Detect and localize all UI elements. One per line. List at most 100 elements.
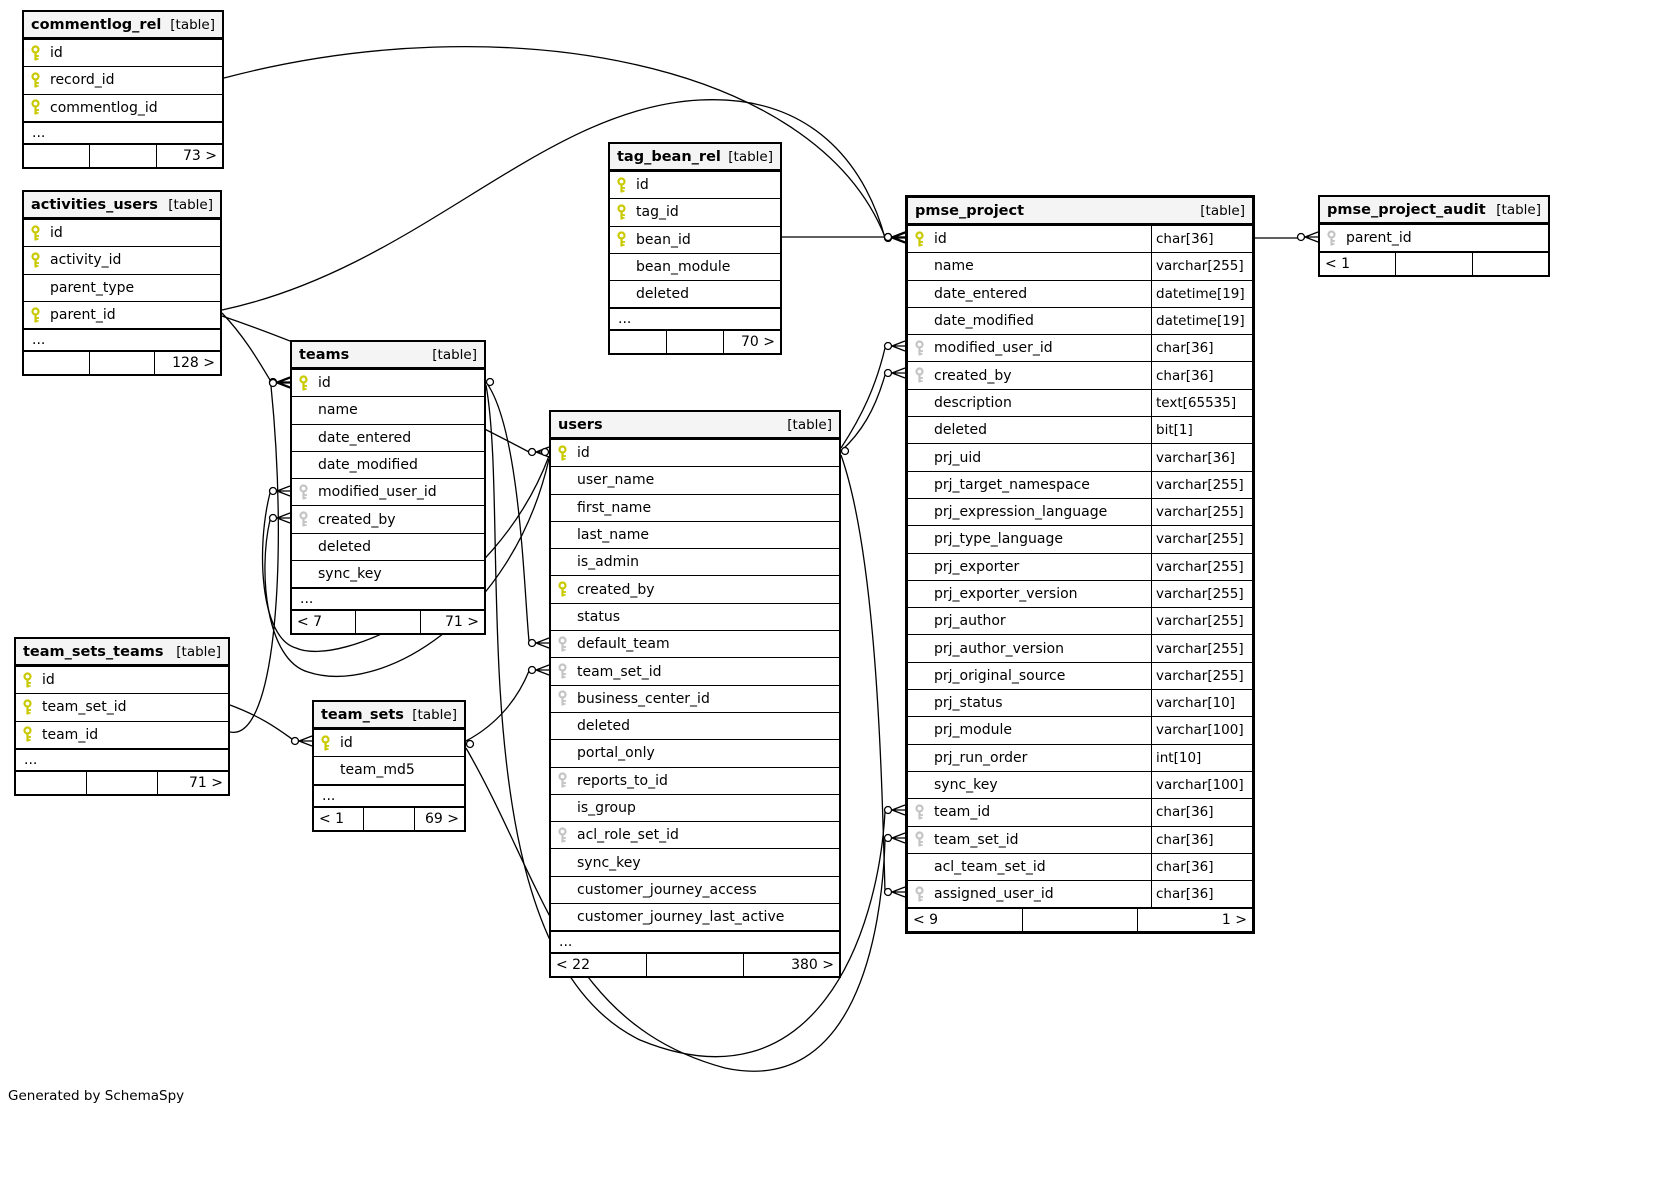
- column-date_modified[interactable]: date_modified: [292, 450, 484, 479]
- column-user_name[interactable]: user_name: [551, 466, 839, 494]
- column-customer_journey_access[interactable]: customer_journey_access: [551, 875, 839, 904]
- column-date_entered[interactable]: date_entered: [292, 423, 484, 451]
- column-reports_to_id[interactable]: reports_to_id: [551, 766, 839, 794]
- column-team_set_id[interactable]: team_set_id char[36]: [908, 825, 1252, 853]
- column-prj_original_source[interactable]: prj_original_source varchar[255]: [908, 661, 1252, 690]
- column-created_by[interactable]: created_by char[36]: [908, 361, 1252, 389]
- table-header[interactable]: commentlog_rel [table]: [24, 12, 222, 39]
- table-header[interactable]: activities_users [table]: [24, 192, 220, 219]
- column-first_name[interactable]: first_name: [551, 493, 839, 521]
- column-prj_uid[interactable]: prj_uid varchar[36]: [908, 443, 1252, 471]
- column-is_admin[interactable]: is_admin: [551, 548, 839, 576]
- column-id[interactable]: id char[36]: [908, 225, 1252, 253]
- table-header[interactable]: team_sets_teams [table]: [16, 639, 228, 666]
- column-id[interactable]: id: [292, 369, 484, 397]
- column-prj_status[interactable]: prj_status varchar[10]: [908, 689, 1252, 717]
- column-team_md5[interactable]: team_md5: [314, 756, 464, 784]
- column-customer_journey_last_active[interactable]: customer_journey_last_active: [551, 903, 839, 931]
- column-modified_user_id[interactable]: modified_user_id: [292, 478, 484, 506]
- table-teams[interactable]: teams [table] id name date_entered date_modif…: [290, 340, 486, 636]
- column-id[interactable]: id: [551, 439, 839, 467]
- column-date_modified[interactable]: date_modified datetime[19]: [908, 306, 1252, 335]
- paging-cell: < 1: [319, 810, 345, 827]
- column-prj_exporter[interactable]: prj_exporter varchar[255]: [908, 552, 1252, 580]
- table-header[interactable]: tag_bean_rel [table]: [610, 144, 780, 171]
- column-status[interactable]: status: [551, 602, 839, 631]
- column-team_set_id[interactable]: team_set_id: [551, 657, 839, 685]
- column-id[interactable]: id: [610, 171, 780, 199]
- column-default_team[interactable]: default_team: [551, 630, 839, 658]
- column-prj_run_order[interactable]: prj_run_order int[10]: [908, 743, 1252, 771]
- paging-cell: [24, 145, 89, 167]
- column-prj_author_version[interactable]: prj_author_version varchar[255]: [908, 634, 1252, 662]
- column-deleted[interactable]: deleted: [292, 532, 484, 561]
- table-activities_users[interactable]: activities_users [table] id activity_id pare…: [22, 190, 222, 377]
- column-activity_id[interactable]: activity_id: [24, 246, 220, 274]
- table-tag: [table]: [787, 416, 832, 433]
- column-deleted[interactable]: deleted: [610, 280, 780, 308]
- column-prj_type_language[interactable]: prj_type_language varchar[255]: [908, 525, 1252, 553]
- column-sync_key[interactable]: sync_key: [551, 848, 839, 876]
- column-name: id: [318, 375, 331, 392]
- table-pmse_project[interactable]: pmse_project [table] id char[36] name varchar…: [905, 195, 1255, 935]
- column-prj_expression_language[interactable]: prj_expression_language varchar[255]: [908, 497, 1252, 526]
- column-prj_author[interactable]: prj_author varchar[255]: [908, 607, 1252, 635]
- column-business_center_id[interactable]: business_center_id: [551, 684, 839, 712]
- column-id[interactable]: id: [314, 729, 464, 757]
- column-deleted[interactable]: deleted: [551, 711, 839, 740]
- column-team_id[interactable]: team_id char[36]: [908, 798, 1252, 826]
- column-name: tag_id: [636, 204, 679, 221]
- table-tag_bean_rel[interactable]: tag_bean_rel [table] id tag_id bean_id bean_m…: [608, 142, 782, 356]
- column-name: id: [50, 225, 63, 242]
- column-sync_key[interactable]: sync_key: [292, 560, 484, 588]
- column-prj_target_namespace[interactable]: prj_target_namespace varchar[255]: [908, 470, 1252, 498]
- column-name: id: [934, 231, 947, 248]
- column-name: team_id: [42, 726, 99, 743]
- column-team_set_id[interactable]: team_set_id: [16, 693, 228, 721]
- column-prj_module[interactable]: prj_module varchar[100]: [908, 716, 1252, 744]
- column-parent_id[interactable]: parent_id: [1320, 224, 1548, 252]
- column-description[interactable]: description text[65535]: [908, 388, 1252, 417]
- column-sync_key[interactable]: sync_key varchar[100]: [908, 770, 1252, 799]
- table-pmse_project_audit[interactable]: pmse_project_audit [table] parent_id < 1: [1318, 195, 1550, 278]
- column-prj_exporter_version[interactable]: prj_exporter_version varchar[255]: [908, 579, 1252, 608]
- table-users[interactable]: users [table] id user_name first_name last_na…: [549, 410, 841, 979]
- paging-cell: [89, 144, 155, 167]
- column-acl_role_set_id[interactable]: acl_role_set_id: [551, 821, 839, 849]
- column-acl_team_set_id[interactable]: acl_team_set_id char[36]: [908, 852, 1252, 881]
- column-deleted[interactable]: deleted bit[1]: [908, 416, 1252, 444]
- column-id[interactable]: id: [16, 666, 228, 694]
- table-team_sets[interactable]: team_sets [table] id team_md5... < 1 69 >: [312, 700, 466, 832]
- table-header[interactable]: pmse_project [table]: [908, 198, 1252, 225]
- table-header[interactable]: team_sets [table]: [314, 702, 464, 729]
- column-bean_module[interactable]: bean_module: [610, 252, 780, 281]
- column-id[interactable]: id: [24, 39, 222, 67]
- foreign-key-icon: [292, 484, 314, 501]
- column-commentlog_id[interactable]: commentlog_id: [24, 93, 222, 121]
- column-is_group[interactable]: is_group: [551, 793, 839, 822]
- table-header[interactable]: teams [table]: [292, 342, 484, 369]
- column-parent_type[interactable]: parent_type: [24, 273, 220, 301]
- column-parent_id[interactable]: parent_id: [24, 300, 220, 329]
- table-header[interactable]: users [table]: [551, 412, 839, 439]
- column-id[interactable]: id: [24, 219, 220, 247]
- column-assigned_user_id[interactable]: assigned_user_id char[36]: [908, 880, 1252, 908]
- column-team_id[interactable]: team_id: [16, 720, 228, 748]
- column-name: created_by: [318, 511, 396, 528]
- column-name[interactable]: name: [292, 396, 484, 424]
- column-modified_user_id[interactable]: modified_user_id char[36]: [908, 334, 1252, 362]
- table-team_sets_teams[interactable]: team_sets_teams [table] id team_set_id team_…: [14, 637, 230, 796]
- column-name: business_center_id: [577, 690, 710, 707]
- column-created_by[interactable]: created_by: [292, 505, 484, 533]
- column-name[interactable]: name varchar[255]: [908, 252, 1252, 280]
- column-date_entered[interactable]: date_entered datetime[19]: [908, 279, 1252, 307]
- column-bean_id[interactable]: bean_id: [610, 225, 780, 253]
- column-tag_id[interactable]: tag_id: [610, 198, 780, 226]
- table-commentlog_rel[interactable]: commentlog_rel [table] id record_id commentl…: [22, 10, 224, 169]
- column-created_by[interactable]: created_by: [551, 575, 839, 603]
- column-record_id[interactable]: record_id: [24, 66, 222, 94]
- table-header[interactable]: pmse_project_audit [table]: [1320, 197, 1548, 224]
- column-portal_only[interactable]: portal_only: [551, 739, 839, 767]
- column-last_name[interactable]: last_name: [551, 520, 839, 549]
- column-name: prj_status: [934, 695, 1003, 712]
